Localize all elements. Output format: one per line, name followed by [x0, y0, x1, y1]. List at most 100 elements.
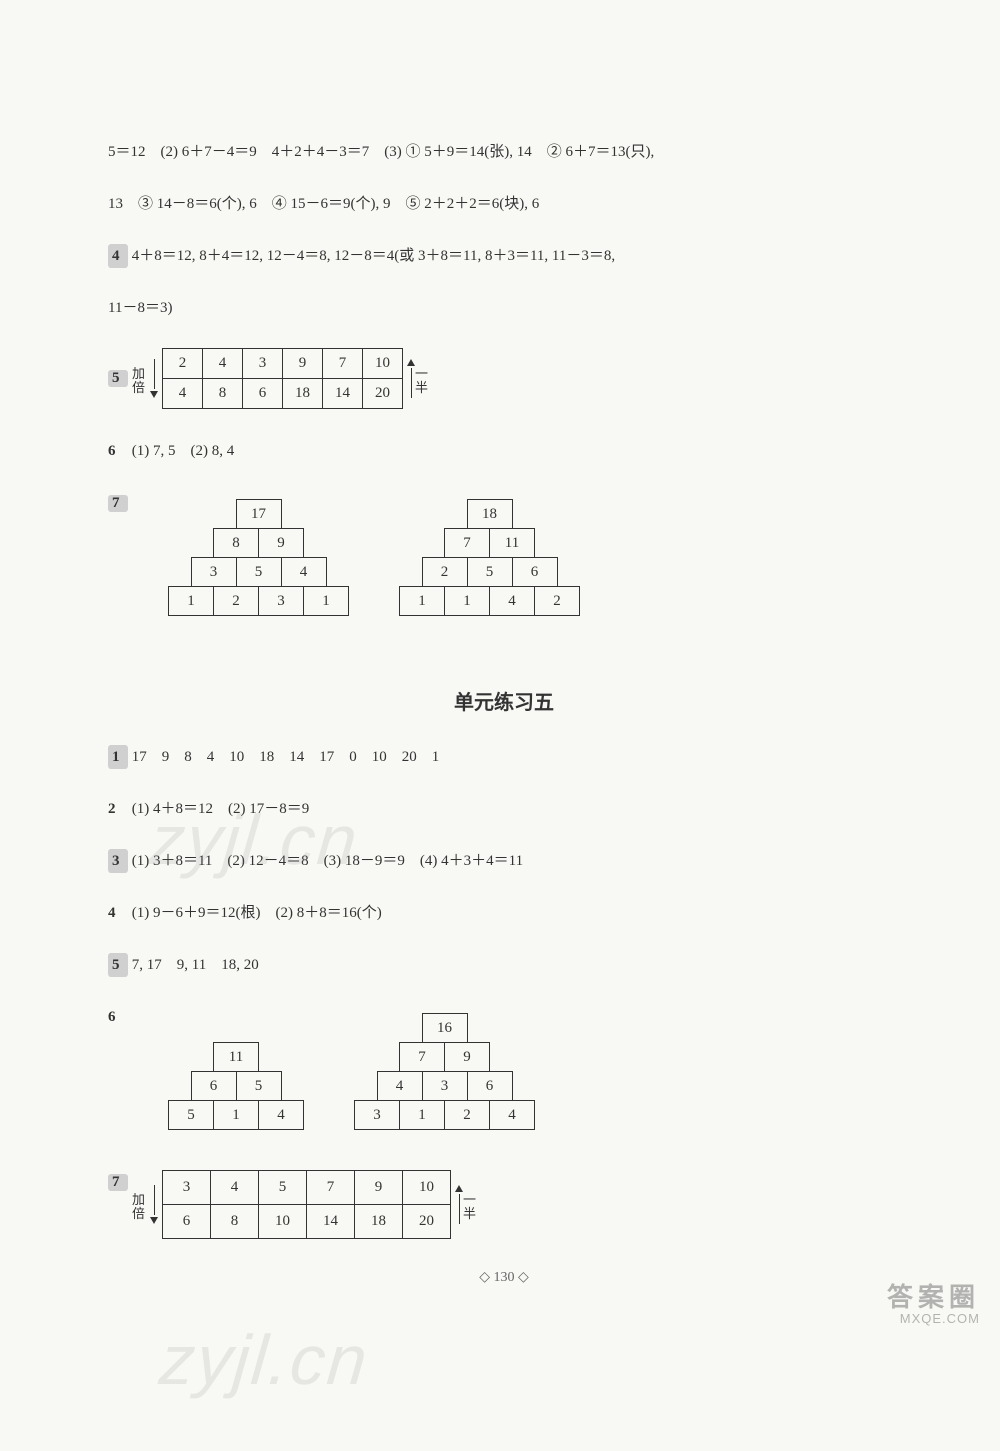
arrow-up-icon: 一 半 [455, 1185, 463, 1224]
pyramid-cell: 17 [236, 499, 282, 529]
pyramid-cell: 7 [399, 1042, 445, 1072]
pyramid-row: 3124 [354, 1101, 535, 1130]
pyramid-cell: 1 [399, 1100, 445, 1130]
u5-question-6: 6 1165514 16794363124 [108, 1005, 900, 1160]
pyramid-cell: 1 [444, 586, 490, 616]
pyramid-cell: 6 [191, 1071, 237, 1101]
pyramid-row: 354 [191, 558, 327, 587]
question-4-top-cont: 11－8＝3) [108, 296, 900, 320]
pyramid-cell: 5 [236, 1071, 282, 1101]
table-cell: 3 [243, 349, 283, 379]
table-cell: 10 [403, 1171, 451, 1205]
pyramid-row: 1165514 16794363124 [168, 1013, 535, 1130]
question-text: (1) 4＋8＝12 (2) 17－8＝9 [132, 801, 309, 817]
pyramid-cell: 8 [213, 528, 259, 558]
pyramid-row: 256 [422, 558, 558, 587]
table-cell: 18 [355, 1205, 403, 1239]
pyramid-cell: 11 [489, 528, 535, 558]
question-number: 4 [108, 901, 128, 925]
table-cell: 9 [283, 349, 323, 379]
pyramid-cell: 3 [191, 557, 237, 587]
u5-question-2: 2 (1) 4＋8＝12 (2) 17－8＝9 [108, 797, 900, 821]
pyramid-cell: 1 [213, 1100, 259, 1130]
table-cell: 6 [163, 1205, 211, 1239]
label-char: 倍 [132, 1206, 145, 1221]
arrow-down-icon: 加 倍 [150, 359, 158, 398]
pyramid-row: 79 [399, 1043, 490, 1072]
double-table: 3 4 5 7 9 10 6 8 10 14 18 20 [162, 1170, 451, 1239]
page-number: ◇ 130 ◇ [108, 1269, 900, 1286]
table-cell: 5 [259, 1171, 307, 1205]
pyramid-cell: 5 [168, 1100, 214, 1130]
u5-question-4: 4 (1) 9－6＋9＝12(根) (2) 8＋8＝16(个) [108, 901, 900, 925]
pyramid-cell: 9 [444, 1042, 490, 1072]
question-text: (1) 7, 5 (2) 8, 4 [132, 443, 234, 459]
pyramid-cell: 2 [422, 557, 468, 587]
brand-small: MXQE.COM [887, 1312, 980, 1326]
table-cell: 20 [403, 1205, 451, 1239]
pyramid-cell: 2 [213, 586, 259, 616]
table-cell: 4 [203, 349, 243, 379]
pyramid-row: 514 [168, 1101, 304, 1130]
question-number: 7 [108, 1174, 128, 1191]
question-number: 4 [108, 244, 128, 268]
question-number: 7 [108, 495, 128, 512]
table-cell: 4 [163, 379, 203, 409]
label-char: 一 [463, 1192, 476, 1207]
pyramid-cell: 4 [489, 586, 535, 616]
pyramid-cell: 2 [534, 586, 580, 616]
arrow-up-icon: 一 半 [407, 359, 415, 398]
pyramid-row: 17 [236, 499, 282, 529]
question-number: 5 [108, 953, 128, 977]
brand-big: 答案圈 [887, 1283, 980, 1312]
u5-question-1: 1 17 9 8 4 10 18 14 17 0 10 20 1 [108, 745, 900, 769]
table-cell: 6 [243, 379, 283, 409]
question-4-top: 4 4＋8＝12, 8＋4＝12, 12－4＝8, 12－8＝4(或 3＋8＝1… [108, 244, 900, 268]
pyramid-cell: 4 [281, 557, 327, 587]
pyramid-cell: 3 [354, 1100, 400, 1130]
question-text: 17 9 8 4 10 18 14 17 0 10 20 1 [132, 749, 440, 765]
question-number: 5 [108, 370, 128, 387]
pyramid-row: 16 [422, 1013, 468, 1043]
label-char: 半 [415, 380, 428, 395]
pyramid-cell: 1 [399, 586, 445, 616]
question-text: 7, 17 9, 11 18, 20 [132, 957, 259, 973]
pyramid-row: 1231 [168, 587, 349, 616]
pyramid-cell: 1 [303, 586, 349, 616]
arrow-down-icon: 加 倍 [150, 1185, 158, 1224]
table-cell: 18 [283, 379, 323, 409]
table-cell: 4 [211, 1171, 259, 1205]
pyramid-cell: 11 [213, 1042, 259, 1072]
pyramid-row: 711 [444, 529, 535, 558]
pyramid: 187112561142 [399, 499, 580, 616]
pyramid-row: 436 [377, 1072, 513, 1101]
pyramid-cell: 4 [489, 1100, 535, 1130]
u5-question-7: 7 加 倍 3 4 5 7 9 10 6 8 10 14 18 20 [108, 1170, 900, 1239]
label-char: 一 [415, 366, 428, 381]
pyramid: 1165514 [168, 1042, 304, 1130]
right-arrow-label: 一 半 [407, 359, 415, 398]
left-arrow-label: 加 倍 [150, 1185, 158, 1224]
left-arrow-label: 加 倍 [150, 359, 158, 398]
pyramid-cell: 16 [422, 1013, 468, 1043]
pyramid-row: 11 [213, 1042, 259, 1072]
table-cell: 7 [307, 1171, 355, 1205]
page-number-value: 130 [494, 1270, 515, 1285]
pyramid-cell: 6 [467, 1071, 513, 1101]
footer-brand: 答案圈 MXQE.COM [887, 1283, 980, 1326]
table-cell: 9 [355, 1171, 403, 1205]
label-char: 半 [463, 1206, 476, 1221]
table-row: 3 4 5 7 9 10 [163, 1171, 451, 1205]
table-row: 4 8 6 18 14 20 [163, 379, 403, 409]
continuation-line-2: 13 ③ 14－8＝6(个), 6 ④ 15－6＝9(个), 9 ⑤ 2＋2＋2… [108, 192, 900, 216]
table-cell: 8 [211, 1205, 259, 1239]
pyramid-cell: 5 [467, 557, 513, 587]
table-cell: 2 [163, 349, 203, 379]
question-number: 3 [108, 849, 128, 873]
question-6-top: 6 (1) 7, 5 (2) 8, 4 [108, 439, 900, 463]
pyramid-row: 89 [213, 529, 304, 558]
watermark-text: zyjl.cn [157, 1320, 372, 1400]
label-char: 加 [132, 1192, 145, 1207]
table-row: 2 4 3 9 7 10 [163, 349, 403, 379]
table-cell: 14 [323, 379, 363, 409]
